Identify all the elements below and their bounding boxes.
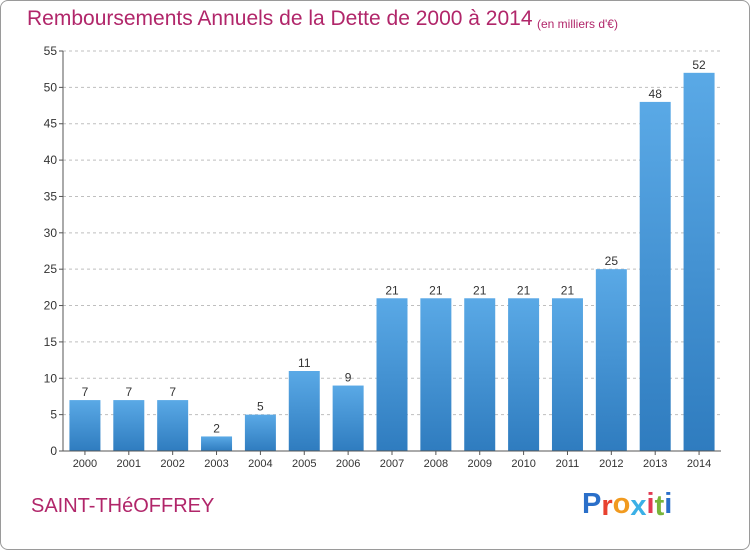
x-tick-label: 2009 bbox=[467, 458, 491, 470]
bar bbox=[69, 400, 101, 451]
y-tick-label: 35 bbox=[44, 189, 58, 203]
bar bbox=[420, 298, 452, 451]
bar bbox=[464, 298, 496, 451]
data-label: 21 bbox=[561, 283, 575, 297]
data-label: 2 bbox=[213, 421, 220, 435]
x-tick-label: 2007 bbox=[380, 458, 404, 470]
x-tick-label: 2013 bbox=[643, 458, 667, 470]
x-tick-label: 2006 bbox=[336, 458, 360, 470]
commune-name: SAINT-THéOFFREY bbox=[31, 495, 215, 517]
bar bbox=[639, 101, 671, 451]
x-tick-label: 2010 bbox=[511, 458, 535, 470]
x-tick-label: 2012 bbox=[599, 458, 623, 470]
x-tick-label: 2001 bbox=[117, 458, 141, 470]
y-tick-label: 30 bbox=[44, 226, 58, 240]
y-tick-label: 0 bbox=[50, 444, 57, 458]
x-tick-label: 2011 bbox=[556, 458, 580, 470]
bar bbox=[288, 371, 320, 451]
data-label: 25 bbox=[605, 254, 619, 268]
data-label: 48 bbox=[649, 87, 663, 101]
logo-letter: t bbox=[654, 490, 665, 522]
bar bbox=[113, 400, 145, 451]
data-label: 52 bbox=[692, 58, 706, 72]
chart-title: Remboursements Annuels de la Dette de 20… bbox=[27, 7, 533, 30]
y-tick-label: 50 bbox=[44, 80, 58, 94]
bar bbox=[201, 436, 233, 451]
x-tick-label: 2014 bbox=[687, 458, 711, 470]
data-label: 21 bbox=[429, 283, 443, 297]
y-tick-label: 15 bbox=[44, 335, 58, 349]
data-label: 7 bbox=[169, 385, 176, 399]
y-tick-label: 25 bbox=[44, 262, 58, 276]
bar bbox=[551, 298, 583, 451]
data-label: 11 bbox=[298, 356, 311, 370]
y-tick-label: 5 bbox=[50, 408, 57, 422]
bar bbox=[683, 72, 715, 452]
data-label: 21 bbox=[517, 283, 531, 297]
x-tick-label: 2002 bbox=[160, 458, 184, 470]
logo-letter: r bbox=[601, 490, 613, 522]
x-tick-label: 2000 bbox=[73, 458, 97, 470]
y-tick-label: 20 bbox=[44, 299, 58, 313]
data-label: 7 bbox=[125, 385, 132, 399]
bar bbox=[376, 298, 408, 451]
bar bbox=[508, 298, 540, 451]
bar bbox=[332, 385, 364, 451]
bar bbox=[157, 400, 189, 451]
data-label: 21 bbox=[473, 283, 487, 297]
data-label: 9 bbox=[345, 371, 352, 385]
y-tick-label: 55 bbox=[44, 44, 58, 58]
logo-letter: i bbox=[664, 488, 673, 520]
bar bbox=[244, 414, 276, 451]
y-tick-label: 10 bbox=[44, 371, 58, 385]
data-label: 7 bbox=[82, 385, 89, 399]
x-tick-label: 2008 bbox=[424, 458, 448, 470]
y-tick-label: 45 bbox=[44, 117, 58, 131]
x-tick-label: 2005 bbox=[292, 458, 316, 470]
x-tick-label: 2004 bbox=[248, 458, 272, 470]
x-tick-label: 2003 bbox=[204, 458, 228, 470]
bar bbox=[595, 269, 627, 451]
logo-letter: i bbox=[646, 488, 655, 520]
logo-letter: o bbox=[612, 488, 631, 520]
logo-letter: x bbox=[630, 490, 647, 522]
y-tick-label: 40 bbox=[44, 153, 58, 167]
chart-unit: (en milliers d'€) bbox=[537, 17, 618, 31]
logo-letter: P bbox=[582, 488, 602, 520]
data-label: 5 bbox=[257, 400, 264, 414]
proxiti-logo: Proxiti bbox=[582, 488, 673, 522]
data-label: 21 bbox=[385, 283, 399, 297]
